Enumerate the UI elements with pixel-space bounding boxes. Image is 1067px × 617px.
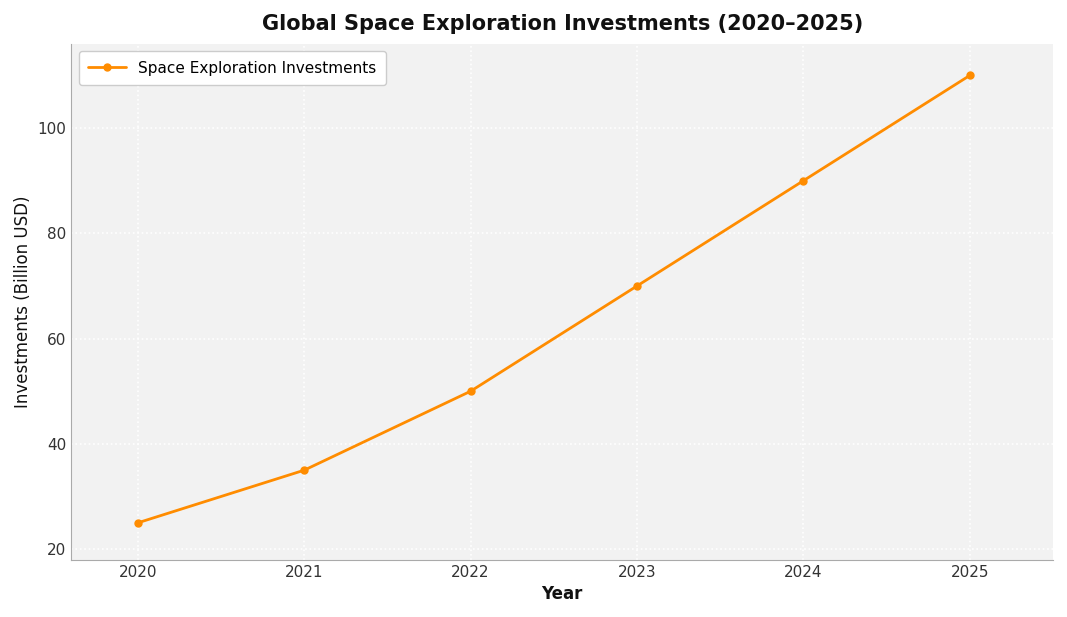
Space Exploration Investments — [964, 72, 976, 79]
Space Exploration Investments — [797, 177, 810, 184]
Line: Space Exploration Investments: Space Exploration Investments — [134, 72, 973, 526]
Space Exploration Investments — [631, 282, 643, 289]
X-axis label: Year: Year — [541, 585, 583, 603]
Space Exploration Investments — [131, 519, 144, 526]
Y-axis label: Investments (Billion USD): Investments (Billion USD) — [14, 196, 32, 408]
Title: Global Space Exploration Investments (2020–2025): Global Space Exploration Investments (20… — [261, 14, 863, 34]
Space Exploration Investments — [298, 466, 310, 474]
Legend: Space Exploration Investments: Space Exploration Investments — [79, 51, 386, 85]
Space Exploration Investments — [464, 387, 477, 395]
